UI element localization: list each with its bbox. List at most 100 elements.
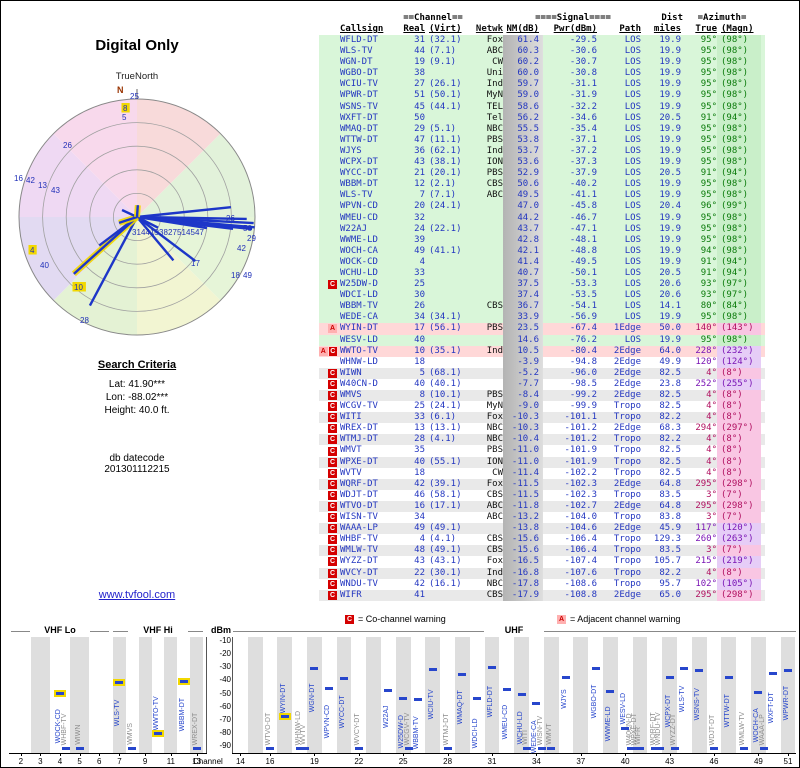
callsign-cell[interactable]: WMVS bbox=[340, 390, 362, 400]
callsign-cell[interactable]: WLS-TV bbox=[340, 46, 373, 57]
station-marker[interactable] bbox=[54, 689, 66, 697]
station-marker[interactable] bbox=[537, 747, 546, 750]
callsign-cell[interactable]: WHNW-LD bbox=[340, 356, 378, 367]
callsign-cell[interactable]: WCIU-TV bbox=[340, 79, 378, 90]
callsign-cell[interactable]: WAAA-LP bbox=[340, 523, 378, 534]
callsign-cell[interactable]: WREX-DT bbox=[340, 423, 378, 434]
callsign-cell[interactable]: WCPX-DT bbox=[340, 157, 378, 168]
station-marker[interactable] bbox=[113, 678, 126, 686]
callsign-cell[interactable]: WMVT bbox=[340, 445, 362, 456]
station-marker[interactable] bbox=[754, 690, 763, 694]
station-marker[interactable] bbox=[192, 747, 201, 750]
callsign-cell[interactable]: WLS-TV bbox=[340, 190, 373, 201]
callsign-cell[interactable]: WESV-LD bbox=[340, 334, 378, 345]
callsign-cell[interactable]: WOCK-CD bbox=[340, 256, 378, 267]
station-marker[interactable] bbox=[384, 688, 393, 692]
callsign-cell[interactable]: W25DW-D bbox=[340, 279, 378, 290]
station-marker[interactable] bbox=[523, 747, 532, 750]
station-marker[interactable] bbox=[414, 697, 422, 701]
station-marker[interactable] bbox=[458, 673, 467, 677]
station-marker[interactable] bbox=[310, 667, 319, 671]
callsign-cell[interactable]: WHBF-TV bbox=[340, 534, 378, 545]
station-marker[interactable] bbox=[759, 747, 768, 750]
station-marker[interactable] bbox=[266, 747, 274, 750]
station-marker[interactable] bbox=[340, 676, 348, 680]
station-marker[interactable] bbox=[636, 747, 644, 750]
callsign-cell[interactable]: WMEU-CD bbox=[340, 212, 378, 223]
station-marker[interactable] bbox=[626, 747, 635, 750]
callsign-cell[interactable]: WIWN bbox=[340, 367, 362, 378]
callsign-cell[interactable]: WYZZ-DT bbox=[340, 556, 378, 567]
callsign-cell[interactable]: WBBM-DT bbox=[340, 179, 378, 190]
callsign-cell[interactable]: WMLW-TV bbox=[340, 545, 378, 556]
station-marker[interactable] bbox=[710, 747, 718, 750]
station-marker[interactable] bbox=[665, 675, 674, 679]
station-marker[interactable] bbox=[488, 665, 496, 669]
station-marker[interactable] bbox=[295, 747, 304, 750]
callsign-cell[interactable]: WGN-DT bbox=[340, 57, 373, 68]
callsign-cell[interactable]: WDCI-LD bbox=[340, 290, 378, 301]
station-marker[interactable] bbox=[502, 688, 511, 692]
station-marker[interactable] bbox=[656, 747, 665, 750]
callsign-cell[interactable]: WPXE-DT bbox=[340, 456, 378, 467]
callsign-cell[interactable]: WPWR-DT bbox=[340, 90, 378, 101]
station-marker[interactable] bbox=[325, 686, 334, 690]
station-marker[interactable] bbox=[650, 747, 659, 750]
callsign-cell[interactable]: W22AJ bbox=[340, 223, 368, 234]
station-marker[interactable] bbox=[152, 730, 164, 738]
station-marker[interactable] bbox=[128, 747, 137, 750]
callsign-cell[interactable]: WYIN-DT bbox=[340, 323, 378, 334]
station-marker[interactable] bbox=[61, 747, 70, 750]
callsign-cell[interactable]: WQRF-DT bbox=[340, 478, 378, 489]
callsign-cell[interactable]: WOCH-CA bbox=[340, 245, 378, 256]
callsign-cell[interactable]: WCHU-LD bbox=[340, 267, 378, 278]
station-marker[interactable] bbox=[428, 667, 437, 671]
station-marker[interactable] bbox=[606, 690, 615, 693]
station-marker[interactable] bbox=[547, 747, 556, 750]
callsign-cell[interactable]: WBBM-TV bbox=[340, 301, 378, 312]
callsign-cell[interactable]: W40CN-D bbox=[340, 378, 378, 389]
callsign-cell[interactable]: WVTV bbox=[340, 467, 362, 478]
callsign-cell[interactable]: WNDU-TV bbox=[340, 578, 378, 589]
callsign-cell[interactable]: WMAQ-DT bbox=[340, 123, 378, 134]
callsign-cell[interactable]: WTMJ-DT bbox=[340, 434, 378, 445]
station-marker[interactable] bbox=[562, 675, 570, 679]
callsign-cell[interactable]: WYCC-DT bbox=[340, 168, 378, 179]
station-marker[interactable] bbox=[724, 675, 733, 679]
callsign-cell[interactable]: WJYS bbox=[340, 145, 362, 156]
callsign-cell[interactable]: WXFT-DT bbox=[340, 112, 378, 123]
callsign-cell[interactable]: WEDE-CA bbox=[340, 312, 378, 323]
station-marker[interactable] bbox=[278, 713, 291, 721]
callsign-cell[interactable]: WVCY-DT bbox=[340, 567, 378, 578]
station-marker[interactable] bbox=[769, 672, 778, 676]
station-marker[interactable] bbox=[354, 747, 363, 750]
callsign-cell[interactable]: WWTO-TV bbox=[340, 345, 378, 356]
station-marker[interactable] bbox=[443, 747, 452, 750]
station-marker[interactable] bbox=[75, 747, 84, 750]
station-marker[interactable] bbox=[404, 747, 413, 750]
station-marker[interactable] bbox=[695, 669, 704, 673]
callsign-cell[interactable]: WISN-TV bbox=[340, 512, 378, 523]
station-marker[interactable] bbox=[621, 726, 630, 730]
callsign-cell[interactable]: WWME-LD bbox=[340, 234, 378, 245]
callsign-cell[interactable]: WTVO-DT bbox=[340, 500, 378, 511]
callsign-cell[interactable]: WFLD-DT bbox=[340, 35, 378, 45]
station-marker[interactable] bbox=[680, 667, 689, 671]
callsign-cell[interactable]: WTTW-DT bbox=[340, 134, 378, 145]
station-marker[interactable] bbox=[517, 692, 526, 696]
station-marker[interactable] bbox=[671, 747, 680, 750]
callsign-cell[interactable]: WCGV-TV bbox=[340, 401, 378, 412]
station-marker[interactable] bbox=[399, 696, 408, 700]
station-marker[interactable] bbox=[473, 697, 482, 701]
station-marker[interactable] bbox=[301, 747, 310, 750]
tvfool-link[interactable]: www.tvfool.com bbox=[98, 589, 176, 601]
station-marker[interactable] bbox=[177, 677, 190, 685]
station-marker[interactable] bbox=[591, 667, 600, 671]
station-marker[interactable] bbox=[532, 701, 541, 705]
callsign-cell[interactable]: WPVN-CD bbox=[340, 201, 378, 212]
callsign-cell[interactable]: WSNS-TV bbox=[340, 101, 378, 112]
callsign-cell[interactable]: WIFR bbox=[340, 589, 362, 600]
station-marker[interactable] bbox=[784, 668, 792, 672]
callsign-cell[interactable]: WITI bbox=[340, 412, 362, 423]
station-marker[interactable] bbox=[739, 747, 748, 750]
